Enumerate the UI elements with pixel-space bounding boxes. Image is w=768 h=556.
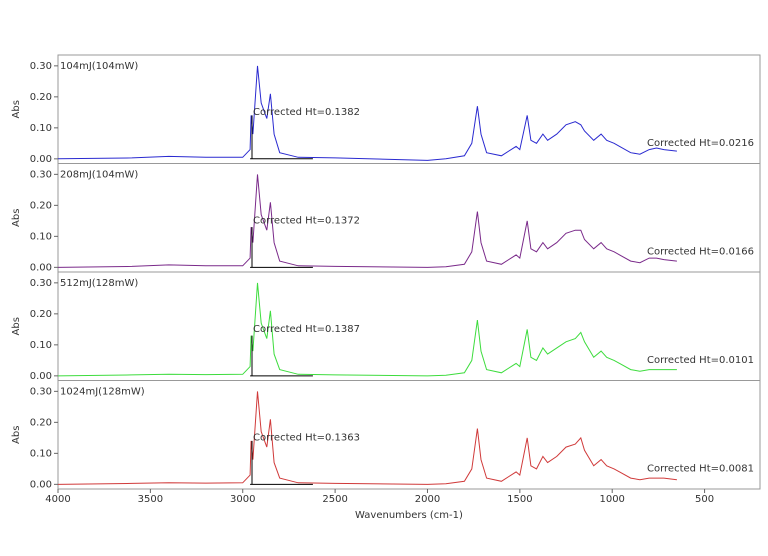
spectrum-line [57, 174, 677, 268]
x-tick-label: 1500 [507, 494, 532, 505]
panel-title: 104mJ(104mW) [60, 61, 138, 72]
y-tick-label: 0.00 [30, 371, 52, 382]
y-tick-label: 0.00 [30, 479, 52, 490]
x-tick-label: 500 [695, 494, 714, 505]
y-tick-label: 0.20 [30, 309, 52, 320]
y-tick-label: 0.00 [30, 262, 52, 273]
spectrum-line [250, 440, 313, 485]
spectrum-line [57, 391, 677, 485]
plot-frame [57, 380, 761, 490]
y-tick-label: 0.00 [30, 154, 52, 165]
x-tick-label: 3500 [138, 494, 163, 505]
y-tick-label: 0.20 [30, 200, 52, 211]
spectrum-line [250, 335, 313, 377]
spectrum-line [57, 282, 677, 377]
y-tick-label: 0.20 [30, 417, 52, 428]
panel-title: 208mJ(104mW) [60, 170, 138, 181]
annotation: Corrected Ht=0.1372 [253, 216, 360, 227]
panel-title: 512mJ(128mW) [60, 278, 138, 289]
y-tick-label: 0.10 [30, 448, 52, 459]
y-tick-label: 0.10 [30, 231, 52, 242]
spectrum-line [57, 65, 677, 161]
y-tick-label: 0.10 [30, 340, 52, 351]
x-tick-label: 2000 [415, 494, 440, 505]
y-axis-label: Abs [11, 426, 22, 444]
y-tick-label: 0.30 [30, 278, 52, 289]
annotation: Corrected Ht=0.0216 [647, 138, 754, 149]
panel-title: 1024mJ(128mW) [60, 387, 145, 398]
x-tick-label: 4000 [45, 494, 70, 505]
y-axis-label: Abs [11, 100, 22, 118]
annotation: Corrected Ht=0.1382 [253, 107, 360, 118]
y-tick-label: 0.30 [30, 386, 52, 397]
y-tick-label: 0.30 [30, 169, 52, 180]
annotation: Corrected Ht=0.0101 [647, 355, 754, 366]
spectrum-line [250, 227, 313, 268]
y-axis-label: Abs [11, 317, 22, 335]
annotation: Corrected Ht=0.1363 [253, 433, 360, 444]
x-tick-label: 2500 [322, 494, 347, 505]
y-tick-label: 0.10 [30, 123, 52, 134]
x-tick-label: 3000 [230, 494, 255, 505]
spectrum-line [250, 115, 313, 160]
x-axis-label: Wavenumbers (cm-1) [355, 510, 463, 521]
annotation: Corrected Ht=0.0166 [647, 247, 754, 258]
y-axis-label: Abs [11, 209, 22, 227]
annotation: Corrected Ht=0.0081 [647, 464, 754, 475]
x-tick-label: 1000 [599, 494, 624, 505]
annotation: Corrected Ht=0.1387 [253, 324, 360, 335]
y-tick-label: 0.20 [30, 92, 52, 103]
y-tick-label: 0.30 [30, 61, 52, 72]
